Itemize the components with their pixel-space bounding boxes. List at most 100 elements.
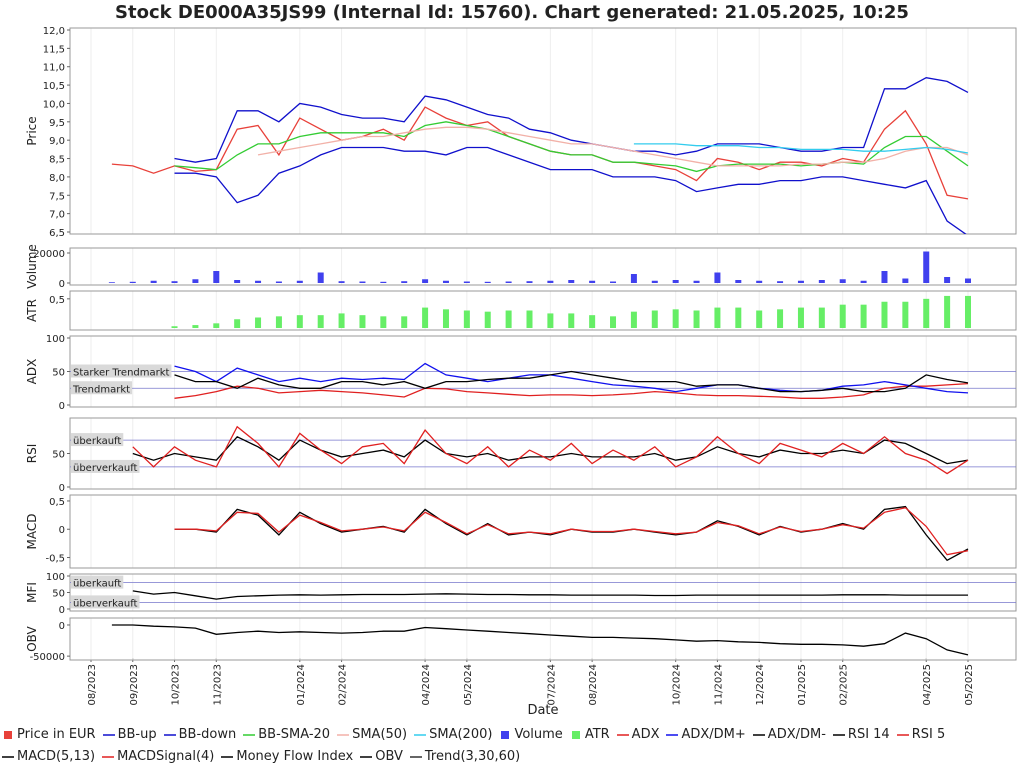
- x-axis-label: Date: [527, 703, 558, 718]
- y-tick-label: 12,0: [43, 26, 65, 37]
- legend-item: BB-SMA-20: [243, 724, 330, 746]
- legend-item: SMA(200): [414, 724, 492, 746]
- legend-item: ADX/DM+: [666, 724, 746, 746]
- legend-label: BB-up: [117, 727, 157, 742]
- legend-symbol: [414, 734, 427, 736]
- y-tick-label: 6,5: [49, 228, 65, 239]
- line: [174, 505, 969, 562]
- bar: [881, 271, 888, 283]
- y-axis-label: MFI: [25, 582, 39, 603]
- bar: [672, 309, 679, 328]
- bar: [380, 281, 387, 283]
- reference-label: überverkauft: [73, 598, 138, 609]
- y-axis-label: RSI: [25, 444, 39, 464]
- bar: [547, 280, 554, 283]
- bar: [756, 310, 763, 328]
- legend-symbol: [102, 734, 115, 736]
- bar: [589, 315, 596, 328]
- legend-symbol: [666, 734, 679, 736]
- bar: [526, 310, 533, 328]
- reference-label: überkauft: [73, 579, 121, 590]
- panel-frame: [69, 247, 1017, 286]
- legend-item: Trend(3,30,60): [409, 746, 520, 768]
- bar: [568, 313, 575, 328]
- reference-label-group: Starker Trendmarkt: [71, 364, 172, 379]
- reference-label-group: überkauft: [71, 433, 124, 447]
- bar: [255, 317, 262, 328]
- legend-item: ADX: [616, 724, 659, 746]
- legend-label: MACDSignal(4): [117, 749, 215, 764]
- chart: Stock DE000A35JS99 (Internal Id: 15760).…: [25, 2, 1017, 718]
- legend-item: Volume: [499, 724, 563, 746]
- bar: [505, 281, 512, 283]
- y-tick-label: -0,5: [45, 554, 65, 565]
- bar: [965, 295, 971, 328]
- y-tick-label: 10,5: [43, 81, 65, 92]
- y-axis-label: ATR: [25, 299, 39, 322]
- bar: [818, 280, 825, 283]
- legend-item: SMA(50): [337, 724, 407, 746]
- y-tick-label: 50: [52, 450, 65, 461]
- bar: [150, 280, 157, 283]
- legend-label: ADX/DM-: [767, 727, 826, 742]
- bar: [192, 279, 199, 283]
- bar: [234, 280, 241, 283]
- bar: [484, 311, 491, 328]
- y-axis-label: ADX: [25, 359, 39, 385]
- legend-symbol: [4, 731, 12, 739]
- legend-symbol: [832, 734, 845, 736]
- legend-symbol: [571, 731, 580, 739]
- y-tick-label: 0: [59, 605, 65, 616]
- legend-swatch: [501, 731, 510, 739]
- bar: [359, 281, 366, 283]
- bar: [171, 281, 178, 283]
- legend-item: ATR: [570, 724, 610, 746]
- bar: [338, 313, 345, 328]
- x-tick-label: 12/2024: [755, 664, 766, 706]
- x-tick-label: 02/2025: [839, 664, 850, 706]
- legend-label: BB-SMA-20: [258, 727, 331, 742]
- bar: [651, 280, 658, 283]
- bar: [735, 307, 742, 328]
- bar: [296, 280, 303, 283]
- legend-item: MACD(5,13): [2, 746, 95, 768]
- legend-symbol: [360, 756, 373, 758]
- y-tick-label: 0: [59, 525, 65, 536]
- bar: [213, 323, 220, 328]
- legend-label: ATR: [584, 727, 610, 742]
- bar: [839, 279, 846, 283]
- reference-label-bg: [71, 575, 124, 589]
- bar: [213, 271, 220, 283]
- bar: [881, 301, 888, 328]
- y-tick-label: 0,5: [49, 295, 65, 306]
- line: [174, 506, 969, 556]
- y-tick-label: 9,0: [49, 136, 65, 147]
- bar: [568, 280, 575, 283]
- legend: Price in EUR BB-up BB-down BB-SMA-20 SMA(50)…: [2, 724, 1022, 768]
- y-tick-label: 100: [46, 334, 65, 345]
- bar: [547, 313, 554, 328]
- bar: [422, 307, 429, 328]
- bar: [401, 281, 408, 283]
- bar: [923, 251, 930, 283]
- reference-label: Trendmarkt: [72, 384, 130, 395]
- bar: [797, 280, 804, 283]
- x-tick-label: 05/2025: [964, 664, 975, 706]
- legend-item: Price in EUR: [2, 724, 96, 746]
- line: [174, 77, 969, 163]
- line: [132, 425, 969, 475]
- y-tick-label: 20000: [33, 249, 65, 260]
- reference-label: überverkauft: [73, 463, 138, 474]
- bar: [610, 281, 617, 283]
- y-axis-label: Price: [25, 116, 39, 145]
- bar: [714, 307, 721, 328]
- x-tick-label: 08/2023: [87, 664, 98, 706]
- chart-title: Stock DE000A35JS99 (Internal Id: 15760).…: [115, 2, 909, 23]
- legend-item: OBV: [360, 746, 403, 768]
- x-tick-label: 11/2023: [212, 664, 223, 706]
- legend-symbol: [221, 756, 234, 758]
- x-tick-label: 01/2024: [296, 664, 307, 706]
- legend-item: BB-down: [163, 724, 236, 746]
- bar: [108, 282, 115, 283]
- bar: [756, 280, 763, 283]
